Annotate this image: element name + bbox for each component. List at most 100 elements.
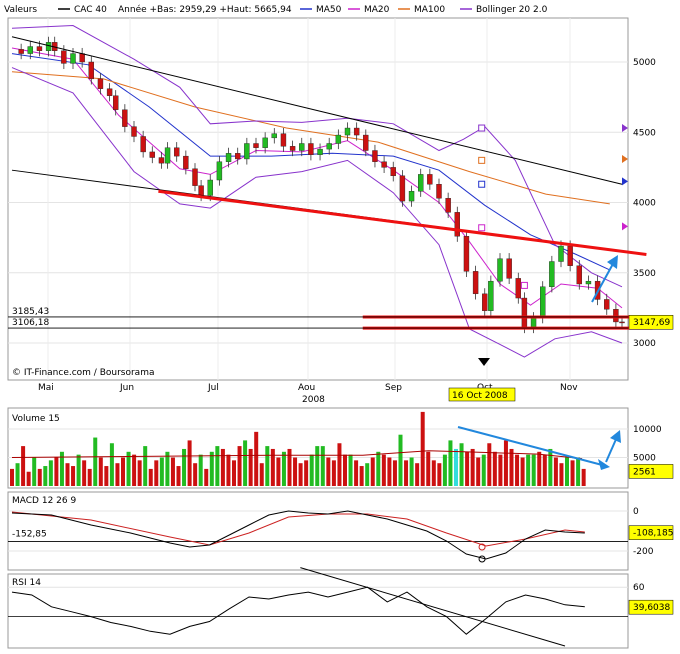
volume-bar [98, 457, 103, 486]
price-grid [8, 18, 628, 380]
candle-down [363, 134, 369, 151]
candle-down [381, 161, 387, 168]
volume-y-axis: 10000 5000 2561 [628, 425, 674, 479]
volume-bar [148, 468, 153, 486]
price-tick-label: 4500 [633, 128, 656, 138]
candle-down [106, 88, 113, 96]
volume-bar [387, 457, 392, 486]
volume-bar [270, 448, 275, 486]
volume-bar [204, 468, 209, 486]
month-label: Nov [560, 383, 578, 393]
volume-tick-label: 5000 [633, 454, 656, 464]
candle-down [97, 78, 104, 89]
volume-bar [315, 446, 320, 486]
volume-bar [343, 454, 347, 486]
volume-bar [426, 451, 431, 486]
volume-bar [43, 466, 48, 486]
volume-bar [154, 460, 159, 486]
right-marker-MA100 [622, 154, 628, 163]
volume-bar [526, 454, 531, 486]
macd-grid [8, 510, 628, 552]
volume-bar [576, 457, 581, 486]
volume-bar [137, 460, 142, 486]
volume-bar [487, 443, 492, 486]
volume-bar [376, 451, 381, 486]
arrow-shaft [591, 261, 615, 303]
candle-down [192, 168, 198, 186]
volume-bar [581, 468, 586, 486]
candle-down [131, 126, 137, 137]
volume-bar [276, 457, 281, 486]
right-marker-Bollinger [622, 124, 628, 133]
volume-bar [331, 460, 336, 486]
volume-bar [32, 457, 37, 486]
candle-down [122, 109, 128, 127]
rsi-last-label-box [628, 599, 674, 615]
trend-line-resistance [11, 36, 623, 185]
volume-trend-arrow [457, 426, 607, 467]
candle-down [280, 133, 287, 147]
candle-down [482, 293, 488, 311]
volume-bar [121, 457, 125, 486]
volume-bar [481, 454, 486, 486]
candle-down [353, 127, 360, 136]
volume-ma-line [11, 450, 583, 460]
month-label: Jun [119, 383, 134, 393]
volume-bar [215, 446, 220, 486]
volume-bar [59, 451, 64, 486]
candle-up [45, 42, 52, 51]
legend-range: Année +Bas: 2959,29 +Haut: 5665,94 [118, 4, 292, 15]
volume-bar [82, 460, 87, 486]
volume-bar [93, 437, 98, 486]
volume-bar [209, 451, 214, 486]
volume-bar [392, 460, 397, 486]
candle-down [427, 174, 433, 185]
candle-down [604, 299, 610, 310]
price-last-label: 3147,69 [633, 318, 670, 328]
rsi-line [11, 586, 585, 635]
volume-bar [398, 434, 403, 486]
ma-marker-MA100 [478, 156, 486, 164]
volume-bar [509, 448, 514, 486]
legend-symbol: CAC 40 [74, 5, 107, 15]
candle-up [164, 147, 171, 164]
price-tick-label: 3500 [633, 269, 656, 279]
candle-up [225, 153, 232, 162]
volume-bar [54, 457, 59, 486]
level-label-lower: 3106,18 [12, 318, 49, 328]
month-label: Jul [207, 383, 219, 393]
trend-line-red-trend [158, 189, 647, 256]
volume-bar [248, 448, 253, 486]
volume-bar [359, 466, 364, 486]
candle-up [27, 46, 33, 54]
volume-bar [259, 463, 264, 486]
volume-bar [559, 463, 564, 486]
candle-up [271, 133, 277, 139]
candle-down [506, 258, 512, 279]
macd-marker [478, 555, 486, 563]
volume-bar [21, 446, 26, 486]
price-tick-label: 3000 [633, 339, 656, 349]
volume-bar [498, 454, 503, 486]
month-axis: MaiJunJulAouSepOctNov200816 Oct 2008 [38, 358, 578, 405]
volume-bar [265, 446, 270, 486]
candle-up [488, 280, 494, 311]
volume-up-arrow [605, 436, 618, 463]
candle-down [463, 236, 470, 272]
volume-lines [11, 426, 621, 470]
candle-up [262, 137, 268, 148]
rsi-panel: 60 39,6038 RSI 14 [7, 567, 674, 649]
price-last-label-box [628, 314, 674, 330]
volume-bar [254, 431, 259, 486]
candle-up [244, 143, 250, 160]
candle-down [436, 184, 442, 199]
legend-label: Valeurs [4, 5, 37, 15]
macd-signal-marker [478, 543, 486, 551]
candle-down [173, 147, 180, 157]
volume-bar [87, 468, 92, 486]
volume-bar [365, 463, 370, 486]
macd-title: MACD 12 26 9 [12, 496, 76, 506]
volume-title: Volume 15 [12, 414, 60, 424]
volume-bar [442, 454, 447, 486]
